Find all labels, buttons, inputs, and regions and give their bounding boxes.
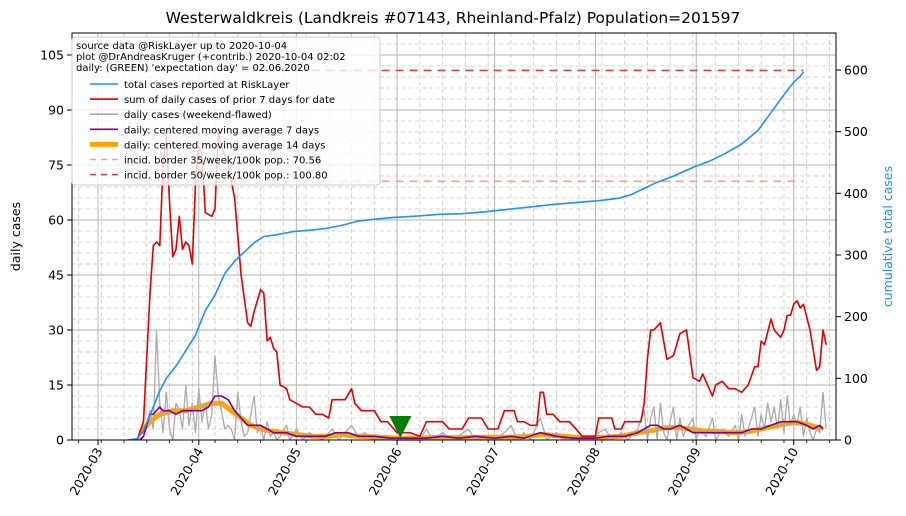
legend-entry-label: daily cases (weekend-flawed) [124, 110, 272, 121]
y-right-tick-label: 200 [844, 309, 868, 324]
chart-title: Westerwaldkreis (Landkreis #07143, Rhein… [166, 9, 741, 27]
expectation-day-marker [389, 416, 412, 438]
x-tick-label: 2020-10 [762, 445, 801, 498]
y-left-tick-label: 90 [48, 103, 64, 118]
series-line [127, 71, 805, 441]
y-right-tick-label: 600 [844, 63, 868, 78]
x-tick-label: 2020-05 [265, 445, 304, 498]
legend-entry-label: incid. border 35/week/100k pop.: 70.56 [124, 156, 321, 167]
y-left-tick-label: 0 [56, 433, 64, 448]
legend-entry-label: sum of daily cases of prior 7 days for d… [124, 95, 335, 106]
series-line [139, 395, 824, 441]
x-tick-label: 2020-03 [66, 445, 105, 498]
y-axis-left-label: daily cases [8, 202, 23, 271]
legend-info-line: plot @DrAndreasKruger (+contrib.) 2020-1… [76, 52, 346, 63]
y-right-tick-label: 0 [844, 433, 852, 448]
x-tick-label: 2020-06 [366, 445, 405, 498]
y-left-tick-label: 60 [48, 213, 64, 228]
plot-frame [71, 32, 837, 441]
y-left-tick-label: 15 [48, 378, 64, 393]
legend-entry-label: daily: centered moving average 7 days [124, 125, 319, 136]
legend-entry-label: total cases reported at RiskLayer [124, 80, 290, 91]
y-right-tick-label: 500 [844, 124, 868, 139]
y-axis-right-label: cumulative total cases [880, 166, 895, 307]
series-layer [127, 71, 827, 441]
legend: source data @RiskLayer up to 2020-10-04p… [71, 36, 381, 186]
legend-info-line: source data @RiskLayer up to 2020-10-04 [76, 41, 287, 52]
y-right-tick-label: 100 [844, 371, 868, 386]
y-right-tick-label: 300 [844, 248, 868, 263]
y-right-tick-label: 400 [844, 186, 868, 201]
legend-info-line: daily: (GREEN) 'expectation day' = 02.06… [76, 63, 310, 74]
x-tick-label: 2020-08 [564, 445, 603, 498]
series-line [136, 131, 827, 441]
legend-entry-label: incid. border 50/week/100k pop.: 100.80 [124, 171, 328, 182]
y-left-tick-label: 105 [40, 48, 64, 63]
y-left-tick-label: 75 [48, 158, 64, 173]
threshold-layer [143, 69, 804, 183]
x-tick-label: 2020-04 [167, 445, 206, 498]
x-tick-label: 2020-07 [463, 445, 502, 498]
y-left-tick-label: 30 [48, 323, 64, 338]
x-tick-label: 2020-09 [665, 445, 704, 498]
legend-box [71, 36, 381, 186]
legend-entry-label: daily: centered moving average 14 days [124, 140, 325, 151]
y-left-tick-label: 45 [48, 268, 64, 283]
